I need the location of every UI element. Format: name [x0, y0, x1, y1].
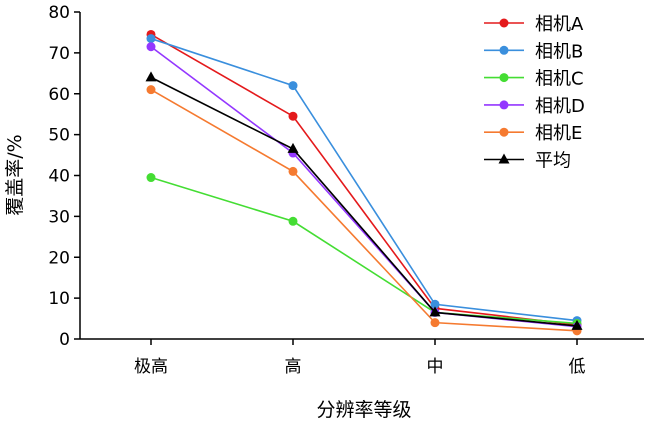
- x-tick-label: 低: [569, 357, 586, 377]
- y-tick-label: 50: [48, 126, 70, 146]
- data-point: [145, 71, 157, 82]
- y-tick-label: 10: [48, 289, 70, 309]
- legend-label: 相机B: [535, 41, 583, 62]
- legend-item: 相机E: [484, 123, 582, 144]
- legend-item: 相机D: [484, 96, 585, 117]
- legend-marker: [499, 73, 509, 83]
- x-axis-ticks: 极高 高 中 低: [134, 339, 586, 377]
- legend-marker: [499, 45, 509, 55]
- data-point: [146, 42, 156, 52]
- y-tick-label: 20: [48, 248, 70, 268]
- data-point: [429, 306, 441, 317]
- series-line: [150, 88, 578, 332]
- legend-label: 相机D: [535, 96, 585, 117]
- legend-marker: [498, 153, 510, 164]
- legend-label: 相机E: [535, 123, 582, 144]
- y-axis-ticks: 0 10 20 30 40 50 60 70 80: [48, 3, 80, 350]
- legend-marker: [499, 127, 509, 137]
- series-2: [146, 34, 582, 326]
- series-line: [150, 33, 578, 326]
- series-line: [150, 46, 578, 328]
- legend: 相机A 相机B 相机C 相机D 相机E 平均: [484, 14, 585, 172]
- legend-label: 相机C: [535, 69, 584, 90]
- series-line: [150, 37, 578, 322]
- legend-item: 相机A: [484, 14, 584, 35]
- data-point: [430, 318, 440, 328]
- series-5: [146, 85, 582, 336]
- x-axis-label: 分辨率等级: [316, 399, 411, 421]
- x-tick-label: 中: [427, 357, 444, 377]
- data-point: [146, 173, 156, 183]
- y-tick-label: 40: [48, 167, 70, 187]
- x-tick-label: 高: [285, 357, 302, 377]
- data-point: [571, 319, 583, 330]
- data-point: [288, 111, 298, 121]
- series-line: [150, 76, 578, 327]
- legend-label: 相机A: [535, 14, 584, 35]
- series-group: [145, 29, 583, 336]
- series-1: [146, 29, 582, 330]
- legend-item: 相机C: [484, 69, 584, 90]
- data-point: [288, 81, 298, 91]
- legend-marker: [499, 18, 509, 28]
- data-point: [287, 142, 299, 153]
- series-4: [146, 42, 582, 332]
- y-tick-label: 70: [48, 44, 70, 64]
- y-tick-label: 80: [48, 3, 70, 23]
- data-point: [288, 166, 298, 176]
- x-tick-label: 极高: [134, 357, 168, 377]
- y-tick-label: 30: [48, 207, 70, 227]
- y-tick-label: 0: [59, 330, 70, 350]
- y-axis-label: 覆盖率/%: [4, 134, 26, 215]
- y-tick-label: 60: [48, 85, 70, 105]
- legend-item: 相机B: [484, 41, 583, 62]
- series-6: [145, 71, 583, 330]
- legend-label: 平均: [535, 151, 571, 172]
- data-point: [288, 216, 298, 226]
- data-point: [430, 299, 440, 309]
- legend-marker: [499, 100, 509, 110]
- legend-item: 平均: [484, 151, 571, 172]
- series-line: [150, 176, 578, 325]
- data-point: [146, 34, 156, 44]
- data-point: [146, 85, 156, 95]
